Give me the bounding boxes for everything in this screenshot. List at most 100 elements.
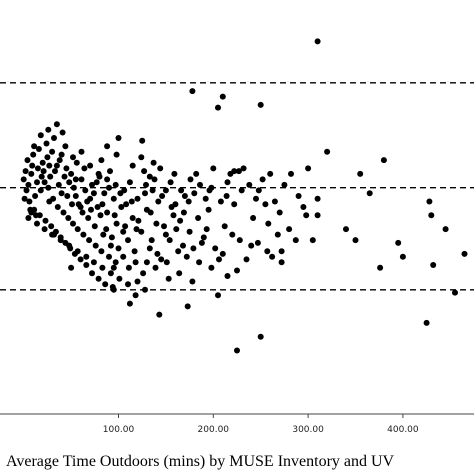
data-point [377,264,384,271]
data-point [41,179,48,186]
data-point [176,270,183,277]
data-point [109,284,116,290]
data-point [395,239,402,246]
data-point [98,248,105,255]
data-point [140,270,147,277]
data-point [181,193,188,199]
data-point [430,262,437,268]
data-point [65,215,72,221]
data-point [25,181,32,188]
data-point [265,220,272,227]
data-point [157,165,164,172]
data-point [33,212,39,219]
data-point [205,206,212,213]
data-point [78,176,85,183]
data-point [187,176,194,183]
data-point [78,148,85,155]
data-point [20,176,27,183]
data-point [34,179,40,186]
data-point [300,204,307,210]
data-point [24,157,31,164]
data-point [292,237,299,244]
data-point [221,223,228,230]
data-point [81,165,88,172]
data-point [250,215,257,221]
data-point [49,231,56,238]
data-point [173,226,180,233]
data-point [426,198,433,205]
data-point [73,159,80,166]
data-point [206,187,213,194]
data-point [195,215,202,221]
data-point [223,193,230,199]
data-point [154,250,161,257]
data-point [42,217,49,224]
data-point [68,264,75,271]
data-point [26,198,33,205]
data-point [111,212,118,219]
data-point [248,242,255,249]
data-point [101,190,108,197]
data-point [29,162,36,169]
data-point [132,259,139,266]
data-point [259,176,266,183]
data-point [58,190,65,197]
data-point [53,162,60,169]
data-point [129,162,136,169]
data-point [253,195,259,202]
data-point [110,195,117,202]
data-point [69,201,75,208]
data-point [125,281,131,288]
data-point [197,181,203,188]
data-point [255,187,262,194]
data-point [269,253,276,260]
data-point [45,126,52,133]
data-point [97,212,104,219]
data-point [198,239,205,246]
data-point [98,157,105,164]
data-point [236,237,243,244]
data-point [200,234,207,241]
data-point [95,275,102,282]
data-point [30,151,37,158]
data-point [100,231,107,238]
data-point [87,162,94,169]
data-point [189,88,196,95]
data-point [107,242,114,249]
data-point [216,256,222,263]
data-points [20,38,468,354]
data-point [72,176,79,183]
data-point [48,223,55,230]
data-point [217,198,224,205]
data-point [162,187,169,194]
data-point [240,165,247,172]
data-point [243,256,250,263]
data-point [106,184,112,191]
data-point [51,135,57,141]
data-point [281,181,288,188]
data-point [47,173,54,180]
data-point [210,165,217,172]
data-point [95,170,102,177]
reference-lines [0,82,474,291]
data-point [70,220,76,227]
data-point [215,104,221,111]
data-point [110,264,117,271]
data-point [185,198,192,205]
data-point [202,195,209,202]
data-point [146,173,153,180]
data-point [170,212,177,219]
data-point [77,256,84,263]
data-point [84,198,91,205]
data-point [278,248,285,255]
data-point [55,181,62,188]
data-point [166,237,173,244]
data-point [196,259,203,266]
data-point [88,206,94,213]
data-point [314,195,321,202]
data-point [295,193,302,199]
data-point [357,170,364,177]
data-point [66,242,73,249]
data-point [203,226,210,233]
